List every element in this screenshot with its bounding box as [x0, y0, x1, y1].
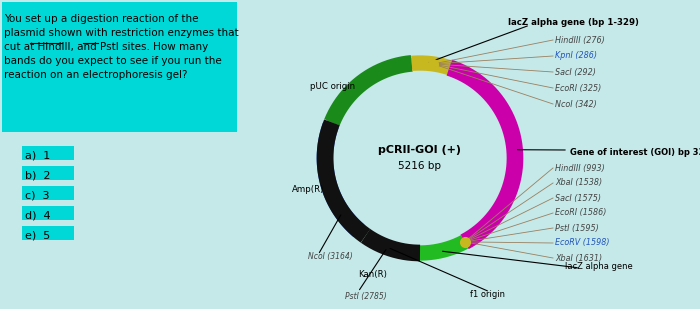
- Text: SacI (1575): SacI (1575): [555, 193, 601, 202]
- Text: plasmid shown with restriction enzymes that: plasmid shown with restriction enzymes t…: [4, 28, 239, 38]
- Text: f1 origin: f1 origin: [470, 290, 505, 299]
- Text: e)  5: e) 5: [25, 230, 50, 240]
- Text: EcoRV (1598): EcoRV (1598): [555, 239, 610, 248]
- Text: SacI (292): SacI (292): [555, 67, 596, 77]
- Text: d)  4: d) 4: [25, 210, 50, 220]
- FancyBboxPatch shape: [22, 166, 74, 180]
- Text: cut at HindIII, and PstI sites. How many: cut at HindIII, and PstI sites. How many: [4, 42, 209, 52]
- FancyBboxPatch shape: [22, 206, 74, 220]
- Text: XbaI (1538): XbaI (1538): [555, 179, 602, 188]
- Text: Gene of interest (GOI) bp 336-1578: Gene of interest (GOI) bp 336-1578: [570, 148, 700, 157]
- Text: PstI (1595): PstI (1595): [555, 223, 598, 232]
- Text: b)  2: b) 2: [25, 170, 50, 180]
- Text: a)  1: a) 1: [25, 150, 50, 160]
- Text: lacZ alpha gene (bp 1-329): lacZ alpha gene (bp 1-329): [508, 18, 639, 27]
- Text: PstI (2785): PstI (2785): [345, 292, 386, 301]
- Text: XbaI (1631): XbaI (1631): [555, 253, 602, 263]
- Text: pUC origin: pUC origin: [310, 82, 355, 91]
- Text: reaction on an electrophoresis gel?: reaction on an electrophoresis gel?: [4, 70, 188, 80]
- Text: EcoRI (1586): EcoRI (1586): [555, 209, 606, 218]
- Text: pCRII-GOI (+): pCRII-GOI (+): [379, 145, 461, 155]
- Text: Kan(R): Kan(R): [358, 270, 387, 279]
- FancyBboxPatch shape: [2, 2, 237, 132]
- FancyBboxPatch shape: [22, 146, 74, 160]
- Text: c)  3: c) 3: [25, 190, 50, 200]
- FancyBboxPatch shape: [22, 226, 74, 240]
- Text: bands do you expect to see if you run the: bands do you expect to see if you run th…: [4, 56, 222, 66]
- FancyBboxPatch shape: [22, 186, 74, 200]
- Text: lacZ alpha gene: lacZ alpha gene: [565, 262, 633, 271]
- Text: KpnI (286): KpnI (286): [555, 52, 597, 61]
- Text: NcoI (3164): NcoI (3164): [308, 252, 353, 261]
- Text: 5216 bp: 5216 bp: [398, 161, 442, 171]
- Text: Amp(R): Amp(R): [292, 185, 324, 194]
- Text: You set up a digestion reaction of the: You set up a digestion reaction of the: [4, 14, 199, 24]
- Text: EcoRI (325): EcoRI (325): [555, 83, 601, 92]
- Text: HindIII (993): HindIII (993): [555, 163, 605, 172]
- Text: HindIII (276): HindIII (276): [555, 36, 605, 44]
- Text: NcoI (342): NcoI (342): [555, 99, 596, 108]
